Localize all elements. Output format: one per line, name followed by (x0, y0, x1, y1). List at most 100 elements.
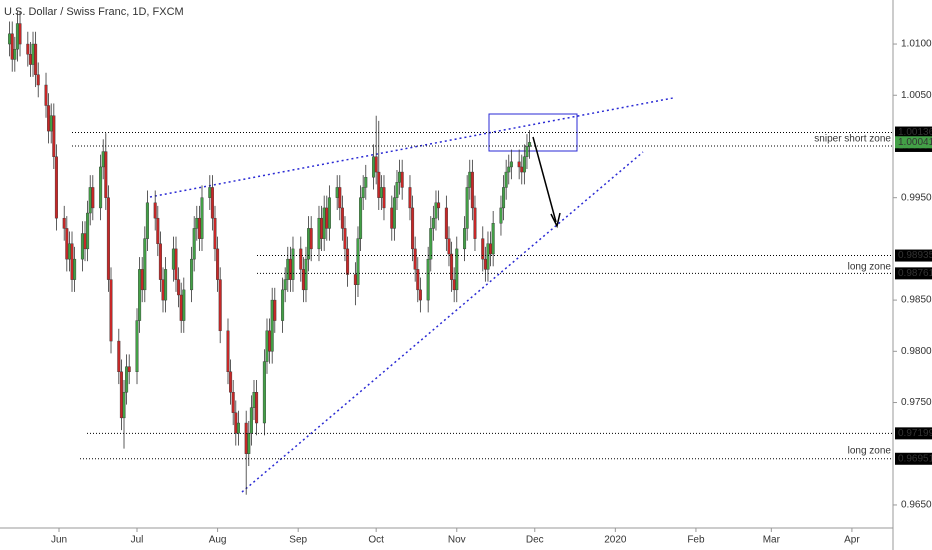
candle-body (62, 217, 66, 229)
candle-body (525, 146, 529, 157)
current-price-box (895, 136, 932, 149)
x-tick-label: Nov (448, 535, 466, 546)
candle-body (138, 269, 142, 321)
candle-body (86, 212, 90, 250)
level-label: 0.98761 (898, 268, 932, 279)
candle-body (67, 243, 71, 260)
candle-body (49, 115, 53, 132)
candle-body (171, 248, 175, 270)
candle-body (361, 187, 365, 198)
candle-body (463, 228, 467, 250)
candle-body (437, 202, 441, 209)
candle-body (286, 258, 290, 280)
candle-body (468, 171, 472, 188)
x-tick-label: Apr (844, 535, 860, 546)
candle-body (288, 258, 292, 280)
arrow-head (550, 212, 561, 229)
candle-body (270, 299, 274, 352)
candle-body (320, 217, 324, 239)
candle-body (431, 217, 435, 229)
candle-body (379, 187, 383, 198)
level-label-box (895, 126, 932, 139)
candle-body (455, 248, 459, 291)
candle-body (177, 279, 181, 296)
candle-body (502, 187, 506, 209)
candle-body (34, 43, 38, 75)
x-tick-label: Jul (131, 535, 144, 546)
candle-body (182, 289, 186, 321)
candle-body (145, 202, 149, 239)
candle-body (26, 43, 30, 55)
level-label-box (895, 427, 932, 440)
x-tick-label: Feb (687, 535, 705, 546)
candle-body (483, 258, 487, 270)
candle-body (517, 161, 521, 168)
candle-body (106, 197, 110, 280)
candle-body (465, 187, 469, 229)
candle-body (522, 156, 526, 173)
candle-body (161, 279, 165, 301)
candle-body (447, 238, 451, 255)
candle-body (140, 269, 144, 291)
candle-body (226, 330, 230, 373)
candle-body (231, 392, 235, 413)
candle-body (101, 151, 105, 168)
x-tick-label: Oct (368, 535, 384, 546)
candle-body (179, 294, 183, 321)
candle-body (413, 248, 417, 270)
candle-body (411, 207, 415, 250)
annotation: long zone (848, 262, 892, 273)
candle-body (52, 115, 56, 157)
x-tick-label: Sep (289, 535, 307, 546)
candle-body (31, 43, 35, 65)
candle-body (281, 289, 285, 321)
candle-body (335, 187, 339, 198)
candle-body (91, 187, 95, 209)
candle-body (520, 166, 524, 173)
candle-body (156, 217, 160, 244)
level-label-box (895, 249, 932, 262)
candle-body (174, 248, 178, 280)
candle-body (229, 371, 233, 393)
candle-body (36, 74, 40, 86)
candle-body (364, 176, 368, 188)
candle-body (83, 233, 87, 250)
candle-body (340, 207, 344, 229)
trendline-upper (149, 97, 674, 198)
candle-body (491, 223, 495, 255)
candle-body (247, 433, 251, 454)
candle-body (158, 243, 162, 280)
candle-body (164, 269, 168, 301)
candle-body (444, 207, 448, 239)
candle-body (192, 228, 196, 260)
candle-body (119, 371, 123, 419)
candle-body (197, 217, 201, 239)
candle-body (528, 142, 532, 147)
chart-title: U.S. Dollar / Swiss Franc, 1D, FXCM (4, 6, 184, 18)
x-tick-label: Jun (51, 535, 67, 546)
arrow-shaft (532, 136, 557, 223)
candle-body (325, 207, 329, 229)
candle-body (195, 217, 199, 229)
level-label-box (895, 452, 932, 465)
candle-body (390, 207, 394, 229)
candle-body (200, 197, 204, 239)
candle-body (418, 289, 422, 301)
x-tick-label: Mar (763, 535, 781, 546)
candle-body (208, 187, 212, 198)
candle-body (400, 171, 404, 188)
candle-body (434, 202, 438, 219)
candle-body (88, 187, 92, 214)
candle-body (338, 187, 342, 209)
candle-body (382, 187, 386, 209)
annotation: long zone (848, 446, 892, 457)
candle-body (372, 156, 376, 178)
x-tick-label: 2020 (604, 535, 627, 546)
candle-body (304, 258, 308, 291)
candle-body (44, 84, 48, 106)
candle-body (377, 171, 381, 198)
candle-body (356, 238, 360, 285)
